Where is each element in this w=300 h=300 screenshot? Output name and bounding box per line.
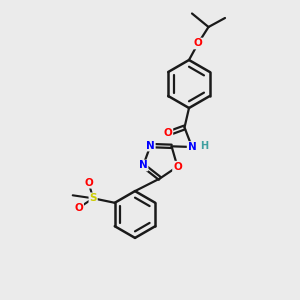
Text: O: O [164, 128, 172, 139]
Text: N: N [146, 141, 155, 151]
Text: O: O [84, 178, 93, 188]
Text: O: O [173, 162, 182, 172]
Text: H: H [200, 140, 209, 151]
Text: N: N [139, 160, 148, 170]
Text: O: O [74, 203, 83, 213]
Text: N: N [188, 142, 196, 152]
Text: O: O [194, 38, 202, 49]
Text: S: S [89, 193, 97, 203]
